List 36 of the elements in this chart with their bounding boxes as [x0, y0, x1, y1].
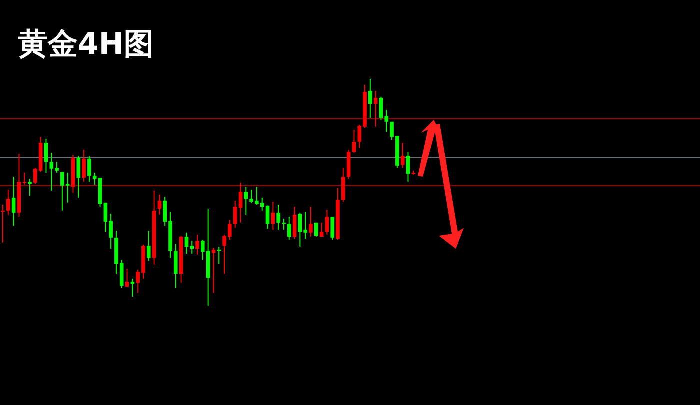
candlestick — [146, 230, 151, 262]
candlestick — [1, 204, 5, 244]
candlestick — [125, 268, 130, 288]
candlestick — [276, 204, 280, 230]
candlestick — [342, 167, 346, 203]
candlestick — [266, 205, 270, 230]
candlestick — [233, 200, 238, 228]
candlestick — [309, 206, 313, 238]
candlestick — [325, 209, 330, 236]
candlestick — [217, 246, 222, 265]
candlestick — [292, 206, 297, 240]
candlestick — [130, 278, 135, 298]
candlestick — [82, 150, 86, 183]
candlestick — [196, 234, 200, 256]
candlestick — [12, 176, 16, 227]
candlestick — [44, 138, 48, 174]
candlestick — [374, 90, 378, 128]
candlestick — [282, 218, 286, 230]
candlestick — [174, 244, 178, 289]
candlestick — [400, 142, 405, 168]
candlestick — [76, 155, 81, 198]
candlestick — [330, 216, 334, 240]
candlestick — [352, 130, 356, 154]
candlestick — [88, 155, 92, 183]
candlestick — [320, 222, 324, 238]
candlestick — [158, 194, 162, 216]
chart-title: 黄金4H图 — [18, 27, 154, 62]
candlestick — [28, 178, 32, 196]
candlestick — [406, 152, 410, 183]
candlestick — [314, 222, 318, 238]
candlestick — [244, 186, 248, 216]
candlestick — [238, 182, 243, 224]
candlestick — [287, 216, 292, 240]
candlestick — [271, 202, 276, 230]
candlestick — [6, 190, 10, 216]
candlestick — [368, 78, 372, 119]
